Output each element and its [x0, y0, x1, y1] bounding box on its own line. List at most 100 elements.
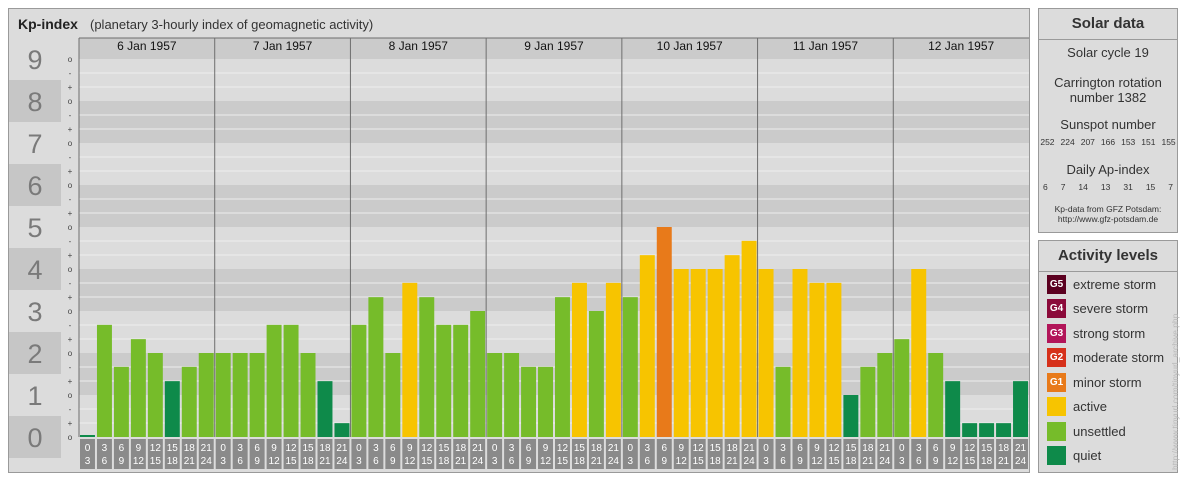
- legend-item: G1 minor storm: [1047, 372, 1142, 392]
- sub-tick-label: +: [68, 335, 73, 344]
- y-label-box: [9, 332, 61, 374]
- interval-end-label: 21: [319, 456, 331, 467]
- y-tick-label: 3: [27, 297, 42, 327]
- y-tick-label: 1: [27, 381, 42, 411]
- interval-label-box: [877, 439, 893, 469]
- sub-tick-label: -: [69, 321, 72, 330]
- interval-end-label: 15: [964, 456, 976, 467]
- legend-item: G3 strong storm: [1047, 323, 1145, 343]
- interval-start-label: 15: [710, 443, 722, 454]
- interval-label-box: [605, 439, 621, 469]
- interval-start-label: 3: [916, 443, 922, 454]
- sub-tick-label: +: [68, 251, 73, 260]
- interval-end-label: 18: [710, 456, 722, 467]
- y-label-box: [9, 206, 61, 248]
- kp-bar: [232, 353, 248, 437]
- y-label-box: [9, 290, 61, 332]
- interval-label-box: [147, 439, 163, 469]
- interval-label-box: [130, 439, 146, 469]
- interval-end-label: 24: [201, 456, 213, 467]
- kp-band: [79, 185, 1029, 227]
- kp-bar: [470, 311, 486, 437]
- interval-label-box: [979, 439, 995, 469]
- interval-end-label: 24: [1015, 456, 1027, 467]
- interval-label-box: [419, 439, 435, 469]
- interval-end-label: 12: [404, 456, 416, 467]
- kp-bar: [792, 269, 808, 437]
- sub-tick-label: +: [68, 167, 73, 176]
- legend-label: extreme storm: [1073, 276, 1157, 292]
- sub-tick-label: -: [69, 279, 72, 288]
- kp-bar: [775, 366, 791, 437]
- sub-tick-label: -: [69, 153, 72, 162]
- interval-label-box: [113, 439, 129, 469]
- kp-bar: [622, 297, 638, 437]
- interval-end-label: 15: [693, 456, 705, 467]
- interval-label-box: [215, 439, 231, 469]
- interval-start-label: 21: [336, 443, 348, 454]
- legend-swatch: G2: [1047, 348, 1066, 367]
- interval-label-box: [487, 439, 503, 469]
- kp-bar: [96, 324, 112, 437]
- legend-code: G4: [1049, 303, 1064, 314]
- ap-value: 15: [1145, 182, 1156, 192]
- interval-label-box: [249, 439, 265, 469]
- interval-start-label: 9: [543, 443, 549, 454]
- kp-bar: [962, 423, 978, 437]
- interval-end-label: 6: [237, 456, 243, 467]
- interval-start-label: 18: [727, 443, 739, 454]
- interval-start-label: 0: [356, 443, 362, 454]
- kp-bar: [334, 423, 350, 437]
- interval-start-label: 3: [645, 443, 651, 454]
- interval-label-box: [80, 439, 95, 469]
- interval-start-label: 6: [526, 443, 532, 454]
- interval-label-box: [317, 439, 333, 469]
- interval-label-box: [843, 439, 859, 469]
- interval-end-label: 9: [797, 456, 803, 467]
- interval-start-label: 0: [899, 443, 905, 454]
- interval-label-box: [724, 439, 740, 469]
- interval-end-label: 3: [356, 456, 362, 467]
- kp-bar: [911, 269, 927, 437]
- kp-bar: [402, 282, 418, 437]
- interval-start-label: 21: [201, 443, 213, 454]
- kp-bar: [436, 324, 452, 437]
- legend-swatch: G4: [1047, 299, 1066, 318]
- ap-values: 6 7 14 13 31 15 7: [1039, 182, 1177, 192]
- interval-label-box: [538, 439, 553, 469]
- interval-label-box: [283, 439, 299, 469]
- y-tick-label: 2: [27, 339, 42, 369]
- interval-end-label: 9: [933, 456, 939, 467]
- interval-label-box: [436, 439, 452, 469]
- interval-end-label: 21: [998, 456, 1010, 467]
- carrington-line-1: Carrington rotation: [1054, 75, 1162, 90]
- sunspot-value: 153: [1121, 137, 1136, 147]
- interval-end-label: 3: [220, 456, 226, 467]
- data-source: Kp-data from GFZ Potsdam: http://www.gfz…: [1039, 204, 1177, 224]
- sub-tick-label: +: [68, 209, 73, 218]
- sub-tick-label: -: [69, 237, 72, 246]
- sub-tick-label: o: [68, 55, 73, 64]
- interval-start-label: 9: [814, 443, 820, 454]
- y-label-box: [9, 374, 61, 416]
- interval-start-label: 0: [628, 443, 634, 454]
- carrington-line-2: number 1382: [1069, 90, 1147, 105]
- ap-value: 6: [1042, 182, 1048, 192]
- kp-bar: [521, 366, 537, 437]
- kp-bar: [860, 366, 876, 437]
- legend-swatch: [1047, 397, 1066, 416]
- interval-start-label: 12: [693, 443, 705, 454]
- kp-bar: [996, 423, 1012, 437]
- kp-bar: [283, 324, 299, 437]
- kp-bar: [555, 297, 570, 437]
- interval-start-label: 12: [150, 443, 162, 454]
- interval-end-label: 21: [455, 456, 467, 467]
- interval-end-label: 9: [390, 456, 396, 467]
- interval-end-label: 6: [102, 456, 108, 467]
- interval-end-label: 18: [845, 456, 857, 467]
- interval-start-label: 18: [319, 443, 331, 454]
- ap-value: 7: [1060, 182, 1066, 192]
- interval-end-label: 24: [608, 456, 620, 467]
- kp-bar: [80, 435, 95, 437]
- interval-label-box: [571, 439, 587, 469]
